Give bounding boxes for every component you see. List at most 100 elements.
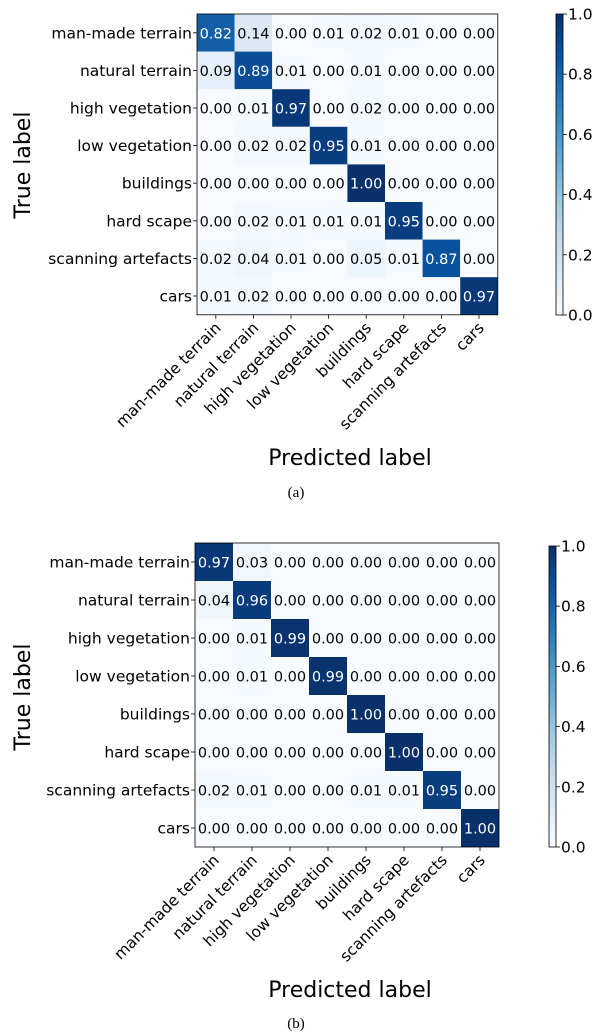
cell-value-label: 0.02 [275, 139, 307, 155]
heatmap-cell [460, 14, 498, 52]
heatmap-cell [347, 619, 385, 657]
cell-value-label: 0.00 [312, 708, 344, 724]
cell-value-label: 0.00 [236, 746, 268, 762]
cell-value-label: 0.00 [312, 784, 344, 800]
cell-value-label: 0.00 [463, 214, 495, 230]
cell-value-label: 0.00 [198, 670, 230, 686]
heatmap-cell [385, 695, 423, 733]
heatmap-cell [309, 202, 348, 240]
y-tick-label: natural terrain [78, 592, 190, 610]
y-axis-label: True label [11, 644, 36, 752]
cell-value-label: 0.00 [312, 822, 344, 838]
cell-value-label: 0.00 [312, 632, 344, 648]
cell-value-label: 0.00 [388, 64, 420, 80]
colorbar-tick-label: 0.2 [561, 778, 586, 796]
heatmap-cell [385, 733, 423, 771]
y-tick-label: cars [158, 820, 190, 838]
heatmap-cell [347, 14, 385, 52]
heatmap-cell [272, 51, 310, 90]
cell-value-label: 0.95 [426, 784, 458, 800]
cell-value-label: 1.00 [350, 708, 382, 724]
heatmap-cell [385, 657, 423, 695]
cell-value-label: 0.00 [425, 64, 457, 80]
cell-value-label: 0.00 [200, 177, 232, 193]
cell-value-label: 0.00 [275, 177, 307, 193]
y-tick-label: buildings [120, 706, 190, 724]
cell-value-label: 0.00 [350, 290, 382, 306]
heatmap-frame [196, 13, 499, 316]
cell-value-label: 0.02 [350, 26, 382, 42]
cell-value-label: 0.01 [275, 64, 307, 80]
cell-value-label: 0.04 [237, 252, 269, 268]
cell-value-label: 0.95 [388, 214, 420, 230]
heatmap-cell [423, 695, 461, 733]
heatmap-cell [347, 657, 385, 695]
heatmap-cell [234, 51, 273, 90]
x-axis-label: Predicted label [268, 446, 431, 471]
heatmap-cell [385, 771, 423, 809]
heatmap-cell [272, 164, 310, 202]
cell-value-label: 0.00 [426, 556, 458, 572]
heatmap-cell [271, 619, 309, 657]
x-tick-label: cars [452, 319, 488, 355]
y-tick-label: scanning artefacts [46, 782, 190, 800]
heatmap-cell [422, 202, 461, 240]
heatmap-cell [347, 202, 385, 240]
y-tick-label: high vegetation [68, 630, 190, 648]
cell-value-label: 0.00 [236, 708, 268, 724]
heatmap-cell [460, 239, 498, 278]
cell-value-label: 0.00 [388, 102, 420, 118]
cell-value-label: 0.01 [200, 290, 232, 306]
cell-value-label: 0.00 [312, 594, 344, 610]
heatmap-cell [233, 619, 271, 657]
cell-value-label: 0.00 [198, 632, 230, 648]
heatmap-cell [271, 657, 309, 695]
y-tick-label: scanning artefacts [48, 250, 192, 268]
cell-value-label: 0.00 [388, 708, 420, 724]
y-tick-label: cars [160, 288, 192, 306]
cell-value-label: 0.02 [200, 252, 232, 268]
cell-value-label: 0.01 [388, 784, 420, 800]
heatmap-cell [309, 581, 347, 619]
colorbar [548, 545, 557, 848]
cell-value-label: 0.00 [198, 822, 230, 838]
cell-value-label: 0.00 [425, 26, 457, 42]
y-axis-label: True label [11, 112, 36, 220]
cell-value-label: 0.00 [200, 139, 232, 155]
cell-value-label: 0.00 [463, 252, 495, 268]
heatmap-cell [460, 164, 498, 202]
heatmap-cell [197, 51, 235, 90]
heatmap-cell [385, 51, 423, 90]
heatmap-cell [347, 126, 385, 165]
heatmap-cell [309, 619, 347, 657]
y-tick-label: man-made terrain [49, 554, 190, 572]
heatmap-cell [234, 202, 273, 240]
heatmap-cell [233, 657, 271, 695]
panel-caption: (a) [288, 485, 305, 501]
heatmap-cell [385, 89, 423, 127]
cell-value-label: 0.02 [237, 290, 269, 306]
x-tick-label: cars [453, 851, 489, 887]
cell-value-label: 0.00 [200, 214, 232, 230]
panel-a: 0.82 0.14 0.00 0.01 0.02 0.01 0.00 0.00 0.09 0.89… [11, 6, 593, 502]
heatmap-cell [197, 277, 235, 315]
cell-value-label: 0.00 [312, 556, 344, 572]
heatmap-cell [272, 202, 310, 240]
colorbar-tick-label: 1.0 [568, 6, 593, 24]
cell-value-label: 0.00 [274, 556, 306, 572]
cell-value-label: 0.02 [198, 784, 230, 800]
cell-value-label: 0.02 [237, 139, 269, 155]
heatmap-cell [233, 695, 271, 733]
heatmap-cell [197, 164, 235, 202]
heatmap-cell [461, 619, 499, 657]
cell-value-label: 0.00 [388, 822, 420, 838]
cell-value-label: 0.00 [388, 139, 420, 155]
colorbar-tick-label: 0.4 [561, 718, 586, 736]
cell-value-label: 0.00 [312, 177, 344, 193]
x-axis-label: Predicted label [268, 978, 431, 1003]
heatmap-cell [234, 277, 273, 315]
heatmap-cell [385, 164, 423, 202]
cell-value-label: 0.00 [275, 26, 307, 42]
cell-value-label: 0.00 [198, 708, 230, 724]
heatmap-cell [309, 809, 347, 847]
